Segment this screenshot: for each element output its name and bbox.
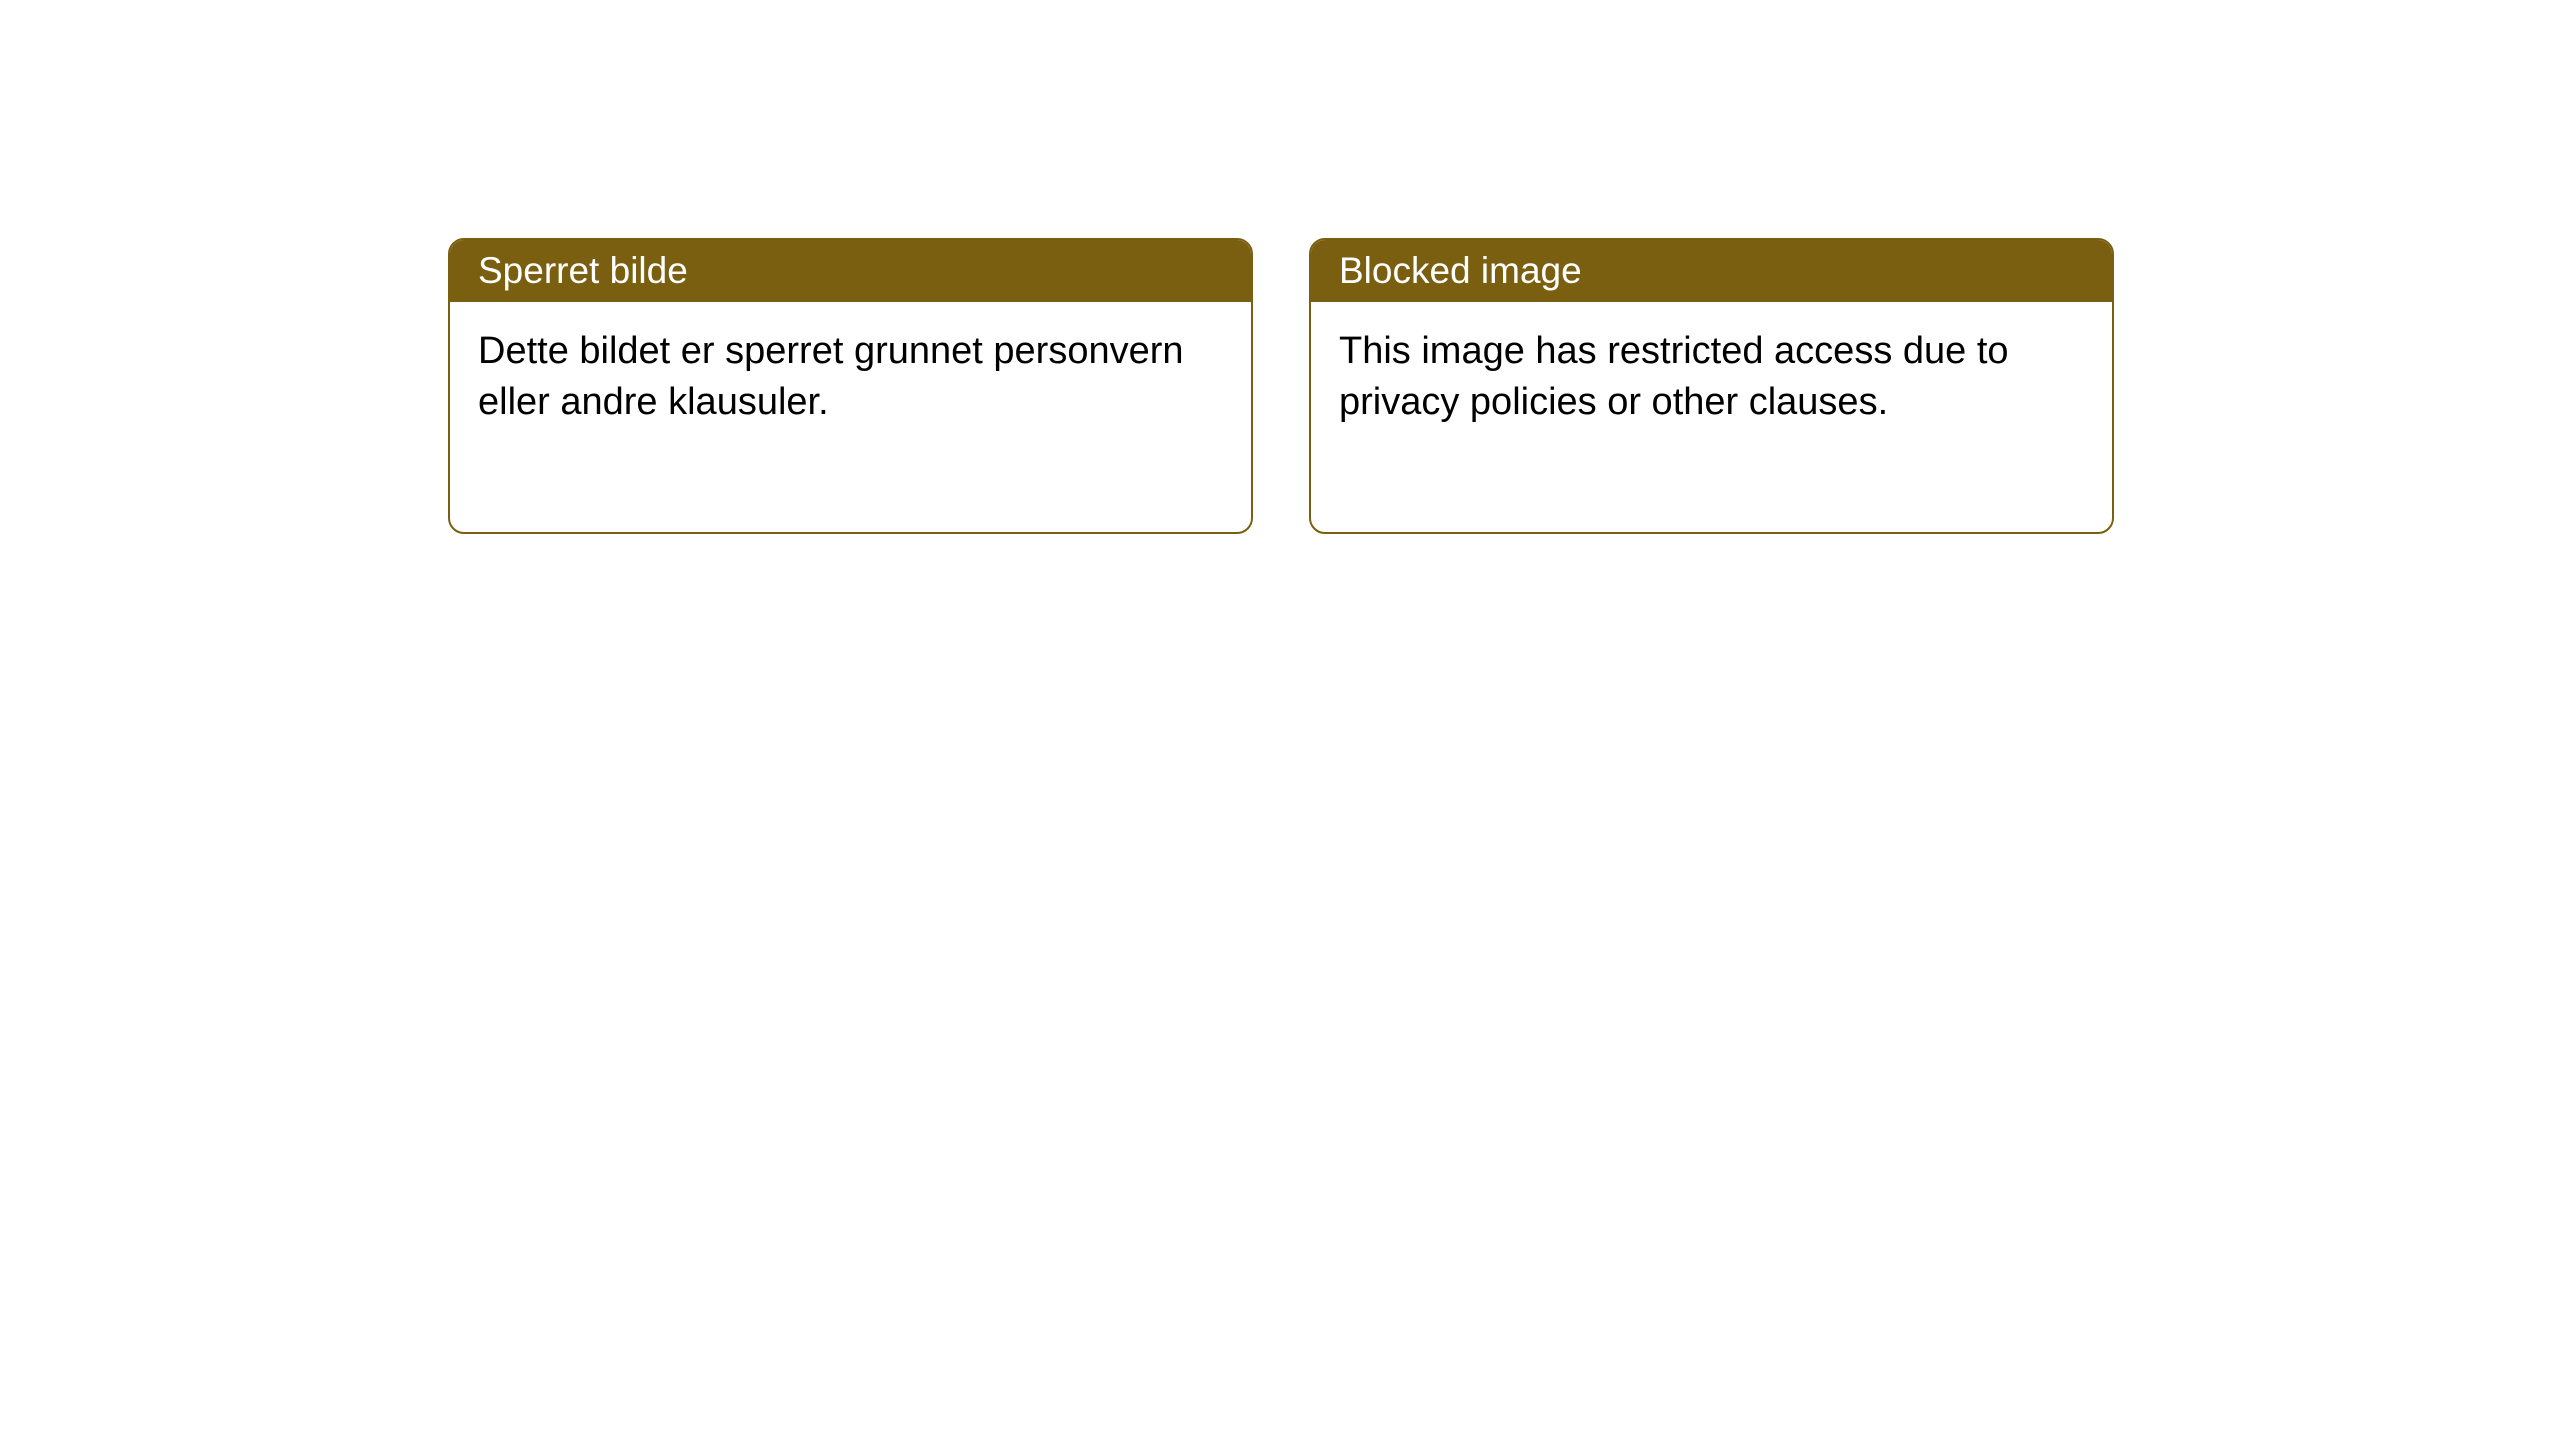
- notice-card-english: Blocked image This image has restricted …: [1309, 238, 2114, 534]
- notice-header: Blocked image: [1311, 240, 2112, 302]
- notice-body: Dette bildet er sperret grunnet personve…: [450, 302, 1251, 532]
- notice-body: This image has restricted access due to …: [1311, 302, 2112, 532]
- notice-header: Sperret bilde: [450, 240, 1251, 302]
- notice-cards-container: Sperret bilde Dette bildet er sperret gr…: [0, 0, 2560, 534]
- notice-card-norwegian: Sperret bilde Dette bildet er sperret gr…: [448, 238, 1253, 534]
